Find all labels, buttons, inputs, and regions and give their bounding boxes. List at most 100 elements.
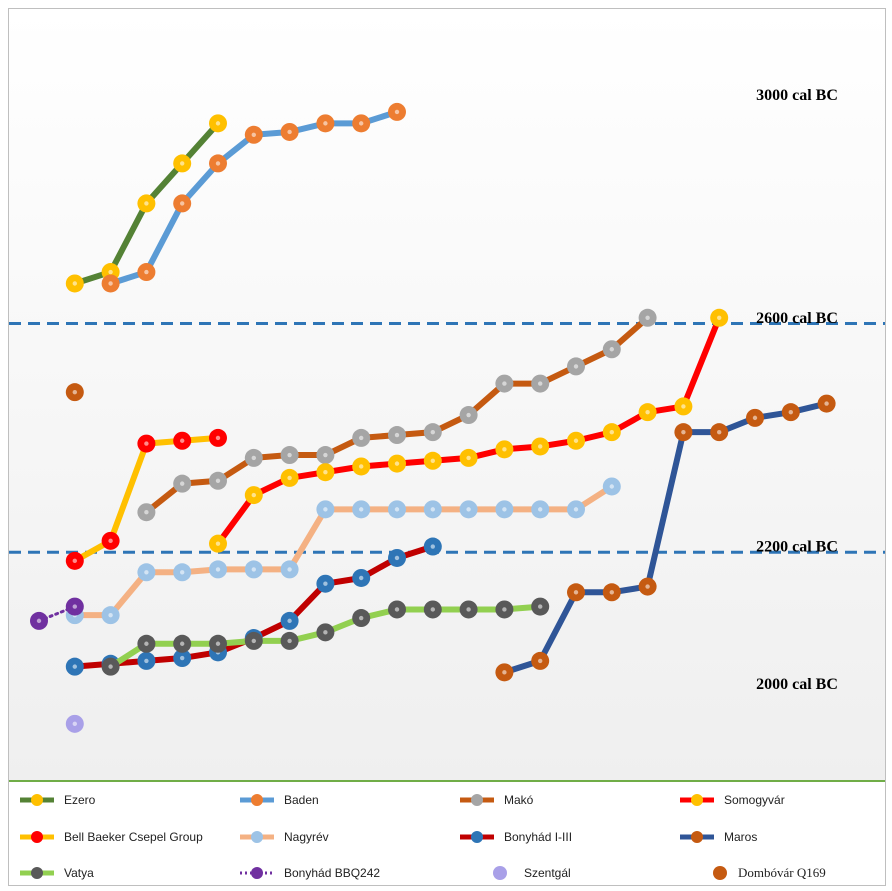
data-point-core-9-1	[72, 604, 78, 609]
legend-label-7: Maros	[724, 830, 757, 844]
legend-marker-9	[251, 867, 263, 879]
data-point-core-7-8	[788, 409, 793, 415]
legend: Ezero Baden Makó Somogyvár Bell Baeker Csepe…	[20, 793, 826, 880]
data-point-core-5-13	[538, 507, 543, 512]
legend-item-7: Maros	[680, 830, 757, 844]
legend-item-3: Somogyvár	[680, 793, 785, 807]
data-point-core-3-4	[359, 464, 364, 469]
chart-frame	[8, 8, 886, 886]
data-point-core-4-1	[108, 538, 113, 544]
data-point-core-7-4	[645, 584, 650, 589]
series-10	[65, 714, 84, 733]
legend-marker-7	[691, 831, 703, 843]
legend-marker-2	[471, 794, 483, 806]
data-point-core-3-9	[538, 444, 543, 449]
data-point-core-8-5	[287, 638, 292, 644]
data-point-core-1-7	[359, 121, 364, 126]
data-point-core-8-6	[323, 630, 328, 635]
legend-item-5: Nagyrév	[240, 830, 329, 844]
legend-marker-11	[713, 866, 727, 880]
data-point-core-5-2	[144, 570, 149, 575]
data-point-core-3-0	[215, 541, 221, 546]
data-point-core-0-2	[144, 201, 149, 206]
data-point-core-2-3	[251, 455, 256, 461]
data-point-core-7-5	[681, 429, 686, 435]
legend-item-9: Bonyhád BBQ242	[240, 866, 380, 880]
data-point-core-3-2	[287, 475, 292, 481]
data-point-core-7-9	[824, 401, 829, 406]
data-point-core-4-4	[215, 435, 221, 441]
legend-label-1: Baden	[284, 793, 319, 807]
data-point-core-8-0	[108, 664, 113, 669]
data-point-core-7-3	[609, 590, 614, 595]
legend-item-6: Bonyhád I-III	[460, 830, 572, 844]
legend-label-8: Vatya	[64, 866, 94, 880]
legend-label-3: Somogyvár	[724, 793, 785, 807]
data-point-core-8-4	[251, 638, 256, 644]
legend-item-2: Makó	[460, 793, 534, 807]
data-point-core-2-1	[180, 481, 185, 486]
data-point-core-8-11	[502, 607, 507, 612]
legend-label-0: Ezero	[64, 793, 96, 807]
data-point-core-1-4	[251, 132, 256, 138]
data-point-core-2-11	[538, 381, 543, 386]
data-point-core-7-2	[573, 590, 579, 595]
data-point-core-1-0	[108, 281, 113, 286]
data-point-core-5-12	[502, 507, 507, 512]
data-point-core-6-6	[287, 618, 292, 624]
legend-label-2: Makó	[504, 793, 534, 807]
data-point-core-2-9	[466, 412, 471, 418]
data-point-core-8-2	[180, 641, 185, 646]
series-line-7	[501, 400, 830, 676]
data-point-core-2-10	[502, 381, 507, 386]
series-8	[101, 597, 550, 676]
legend-item-4: Bell Baeker Csepel Group	[20, 830, 203, 844]
data-point-core-1-5	[287, 129, 292, 135]
data-point-core-5-14	[573, 507, 579, 512]
data-point-core-3-12	[645, 409, 650, 415]
data-point-core-4-0	[72, 558, 78, 564]
plot-background	[9, 9, 885, 781]
series-2	[137, 308, 657, 522]
series-7	[495, 394, 836, 682]
legend-item-8: Vatya	[20, 866, 94, 880]
legend-label-4: Bell Baeker Csepel Group	[64, 830, 203, 844]
series-9	[30, 597, 84, 630]
data-point-core-2-5	[323, 452, 328, 458]
legend-marker-5	[251, 831, 263, 843]
data-point-core-7-1	[538, 658, 543, 664]
data-point-core-8-7	[359, 615, 364, 621]
legend-marker-0	[31, 794, 43, 806]
data-point-core-5-3	[180, 570, 185, 575]
data-point-core-4-2	[144, 441, 149, 446]
data-point-core-5-6	[287, 567, 292, 572]
data-point-core-6-9	[394, 555, 400, 561]
data-point-core-9-0	[36, 618, 42, 624]
data-point-core-5-5	[251, 567, 256, 572]
annotation-label-2: 2200 cal BC	[756, 539, 838, 556]
legend-item-1: Baden	[240, 793, 319, 807]
legend-marker-3	[691, 794, 703, 806]
data-point-core-0-1	[108, 269, 113, 275]
annotation-label-3: 2000 cal BC	[756, 676, 838, 693]
legend-label-11: Dombóvár Q169	[738, 865, 826, 880]
data-point-core-0-3	[180, 161, 185, 166]
data-point-core-2-4	[287, 452, 292, 458]
legend-label-10: Szentgál	[524, 866, 571, 880]
data-point-core-2-13	[609, 347, 614, 352]
reference-lines	[9, 322, 885, 554]
data-point-core-5-9	[394, 507, 400, 512]
data-point-core-8-10	[466, 607, 471, 612]
data-point-core-2-6	[359, 435, 364, 441]
data-point-core-3-5	[394, 461, 400, 466]
legend-label-5: Nagyrév	[284, 830, 329, 844]
data-point-core-6-10	[430, 544, 435, 549]
data-point-core-2-2	[215, 478, 221, 483]
legend-marker-6	[471, 831, 483, 843]
data-point-core-3-3	[323, 470, 328, 475]
data-point-core-5-4	[215, 567, 221, 572]
data-point-core-3-1	[251, 492, 256, 498]
data-point-core-1-8	[394, 109, 400, 115]
data-point-core-2-14	[645, 315, 650, 320]
